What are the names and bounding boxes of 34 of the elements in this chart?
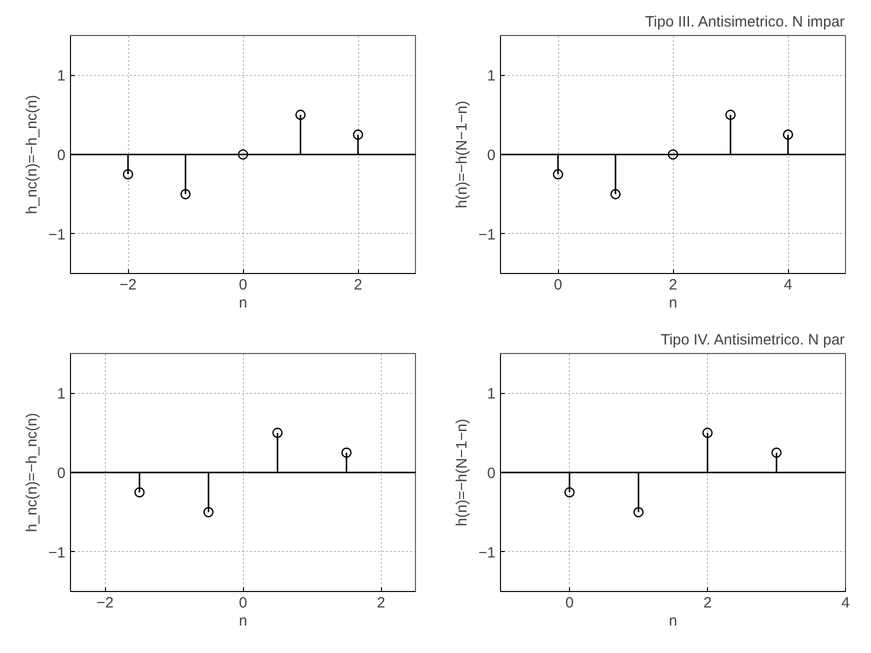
x-axis-title: n xyxy=(668,294,678,312)
x-tick-label: −2 xyxy=(119,276,137,294)
x-axis-title: n xyxy=(238,612,248,630)
x-tick-label: 0 xyxy=(238,276,248,294)
y-axis-title: h(n)=−h(N−1−n) xyxy=(453,100,470,208)
x-tick-label: 2 xyxy=(668,276,678,294)
y-tick-label: 0 xyxy=(57,465,66,482)
chart-title: Tipo IV. Antisimetrico. N par xyxy=(660,332,845,348)
x-tick-label: 2 xyxy=(354,276,362,294)
x-tick-label: 4 xyxy=(841,594,850,612)
x-tick-label: 2 xyxy=(703,594,712,612)
x-tick-label: 0 xyxy=(565,594,574,612)
y-tick-label: −1 xyxy=(478,226,496,244)
y-tick-label: −1 xyxy=(478,544,496,562)
y-tick-label: 1 xyxy=(487,68,496,85)
y-axis-title: h_nc(n)=−h_nc(n) xyxy=(23,94,40,214)
x-tick-label: 0 xyxy=(238,594,248,612)
chart-title: Tipo III. Antisimetrico. N impar xyxy=(645,14,845,30)
x-tick-label: 4 xyxy=(784,276,792,294)
y-axis-title: h_nc(n)=−h_nc(n) xyxy=(23,412,40,532)
x-tick-label: 2 xyxy=(376,594,386,612)
y-tick-label: 0 xyxy=(487,465,496,482)
y-tick-label: 1 xyxy=(487,386,496,403)
x-axis-title: n xyxy=(668,612,678,630)
x-axis-title: n xyxy=(238,294,248,312)
y-tick-label: 1 xyxy=(57,386,66,403)
y-axis-title: h(n)=−h(N−1−n) xyxy=(453,418,470,526)
y-tick-label: 0 xyxy=(57,147,66,164)
x-tick-label: 0 xyxy=(554,276,562,294)
y-tick-label: 1 xyxy=(57,68,66,85)
y-tick-label: −1 xyxy=(48,544,66,562)
y-tick-label: 0 xyxy=(487,147,496,164)
y-tick-label: −1 xyxy=(48,226,66,244)
x-tick-label: −2 xyxy=(96,594,114,612)
